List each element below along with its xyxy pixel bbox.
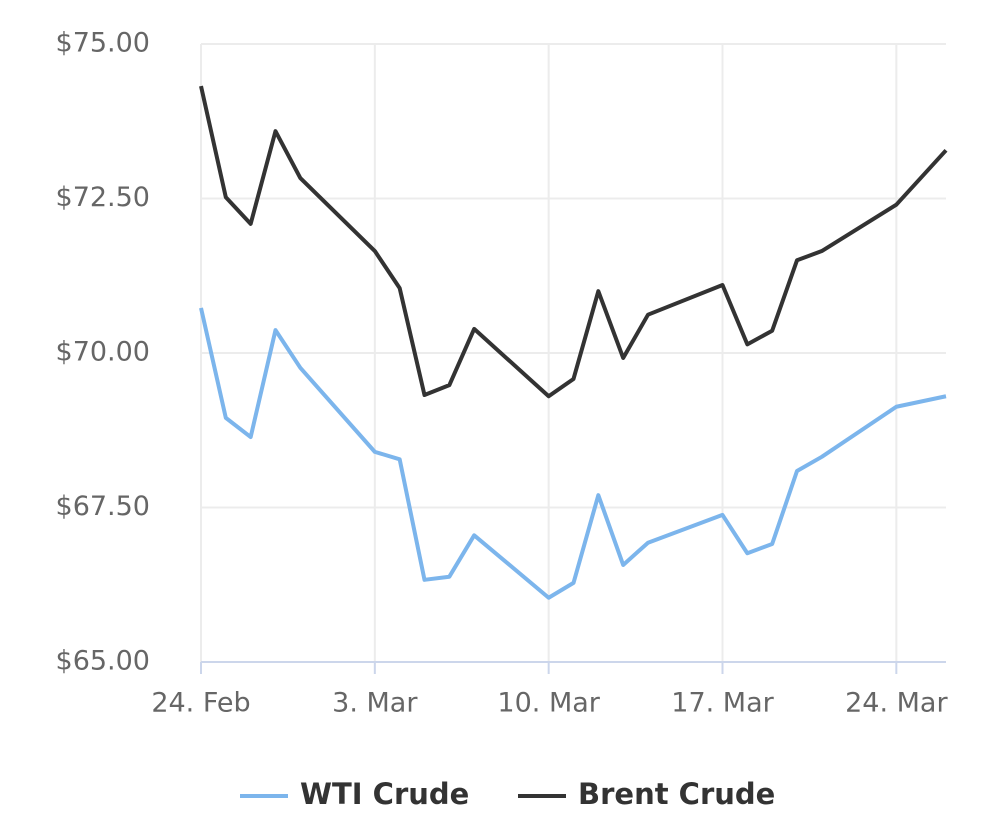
x-tick-label: 24. Feb — [151, 688, 250, 719]
y-tick-label: $72.50 — [56, 182, 150, 213]
x-tick-label: 24. Mar — [845, 688, 948, 719]
y-tick-label: $65.00 — [56, 646, 150, 677]
legend-label: Brent Crude — [578, 777, 775, 811]
x-tick-label: 3. Mar — [332, 688, 418, 719]
y-tick-label: $67.50 — [56, 491, 150, 522]
line-series — [199, 307, 947, 600]
legend-label: WTI Crude — [300, 777, 469, 811]
y-tick-label: $70.00 — [56, 337, 150, 368]
line-series — [199, 85, 948, 399]
x-tick-label: 10. Mar — [497, 688, 600, 719]
y-tick-label: $75.00 — [56, 28, 150, 59]
x-tick-label: 17. Mar — [671, 688, 774, 719]
